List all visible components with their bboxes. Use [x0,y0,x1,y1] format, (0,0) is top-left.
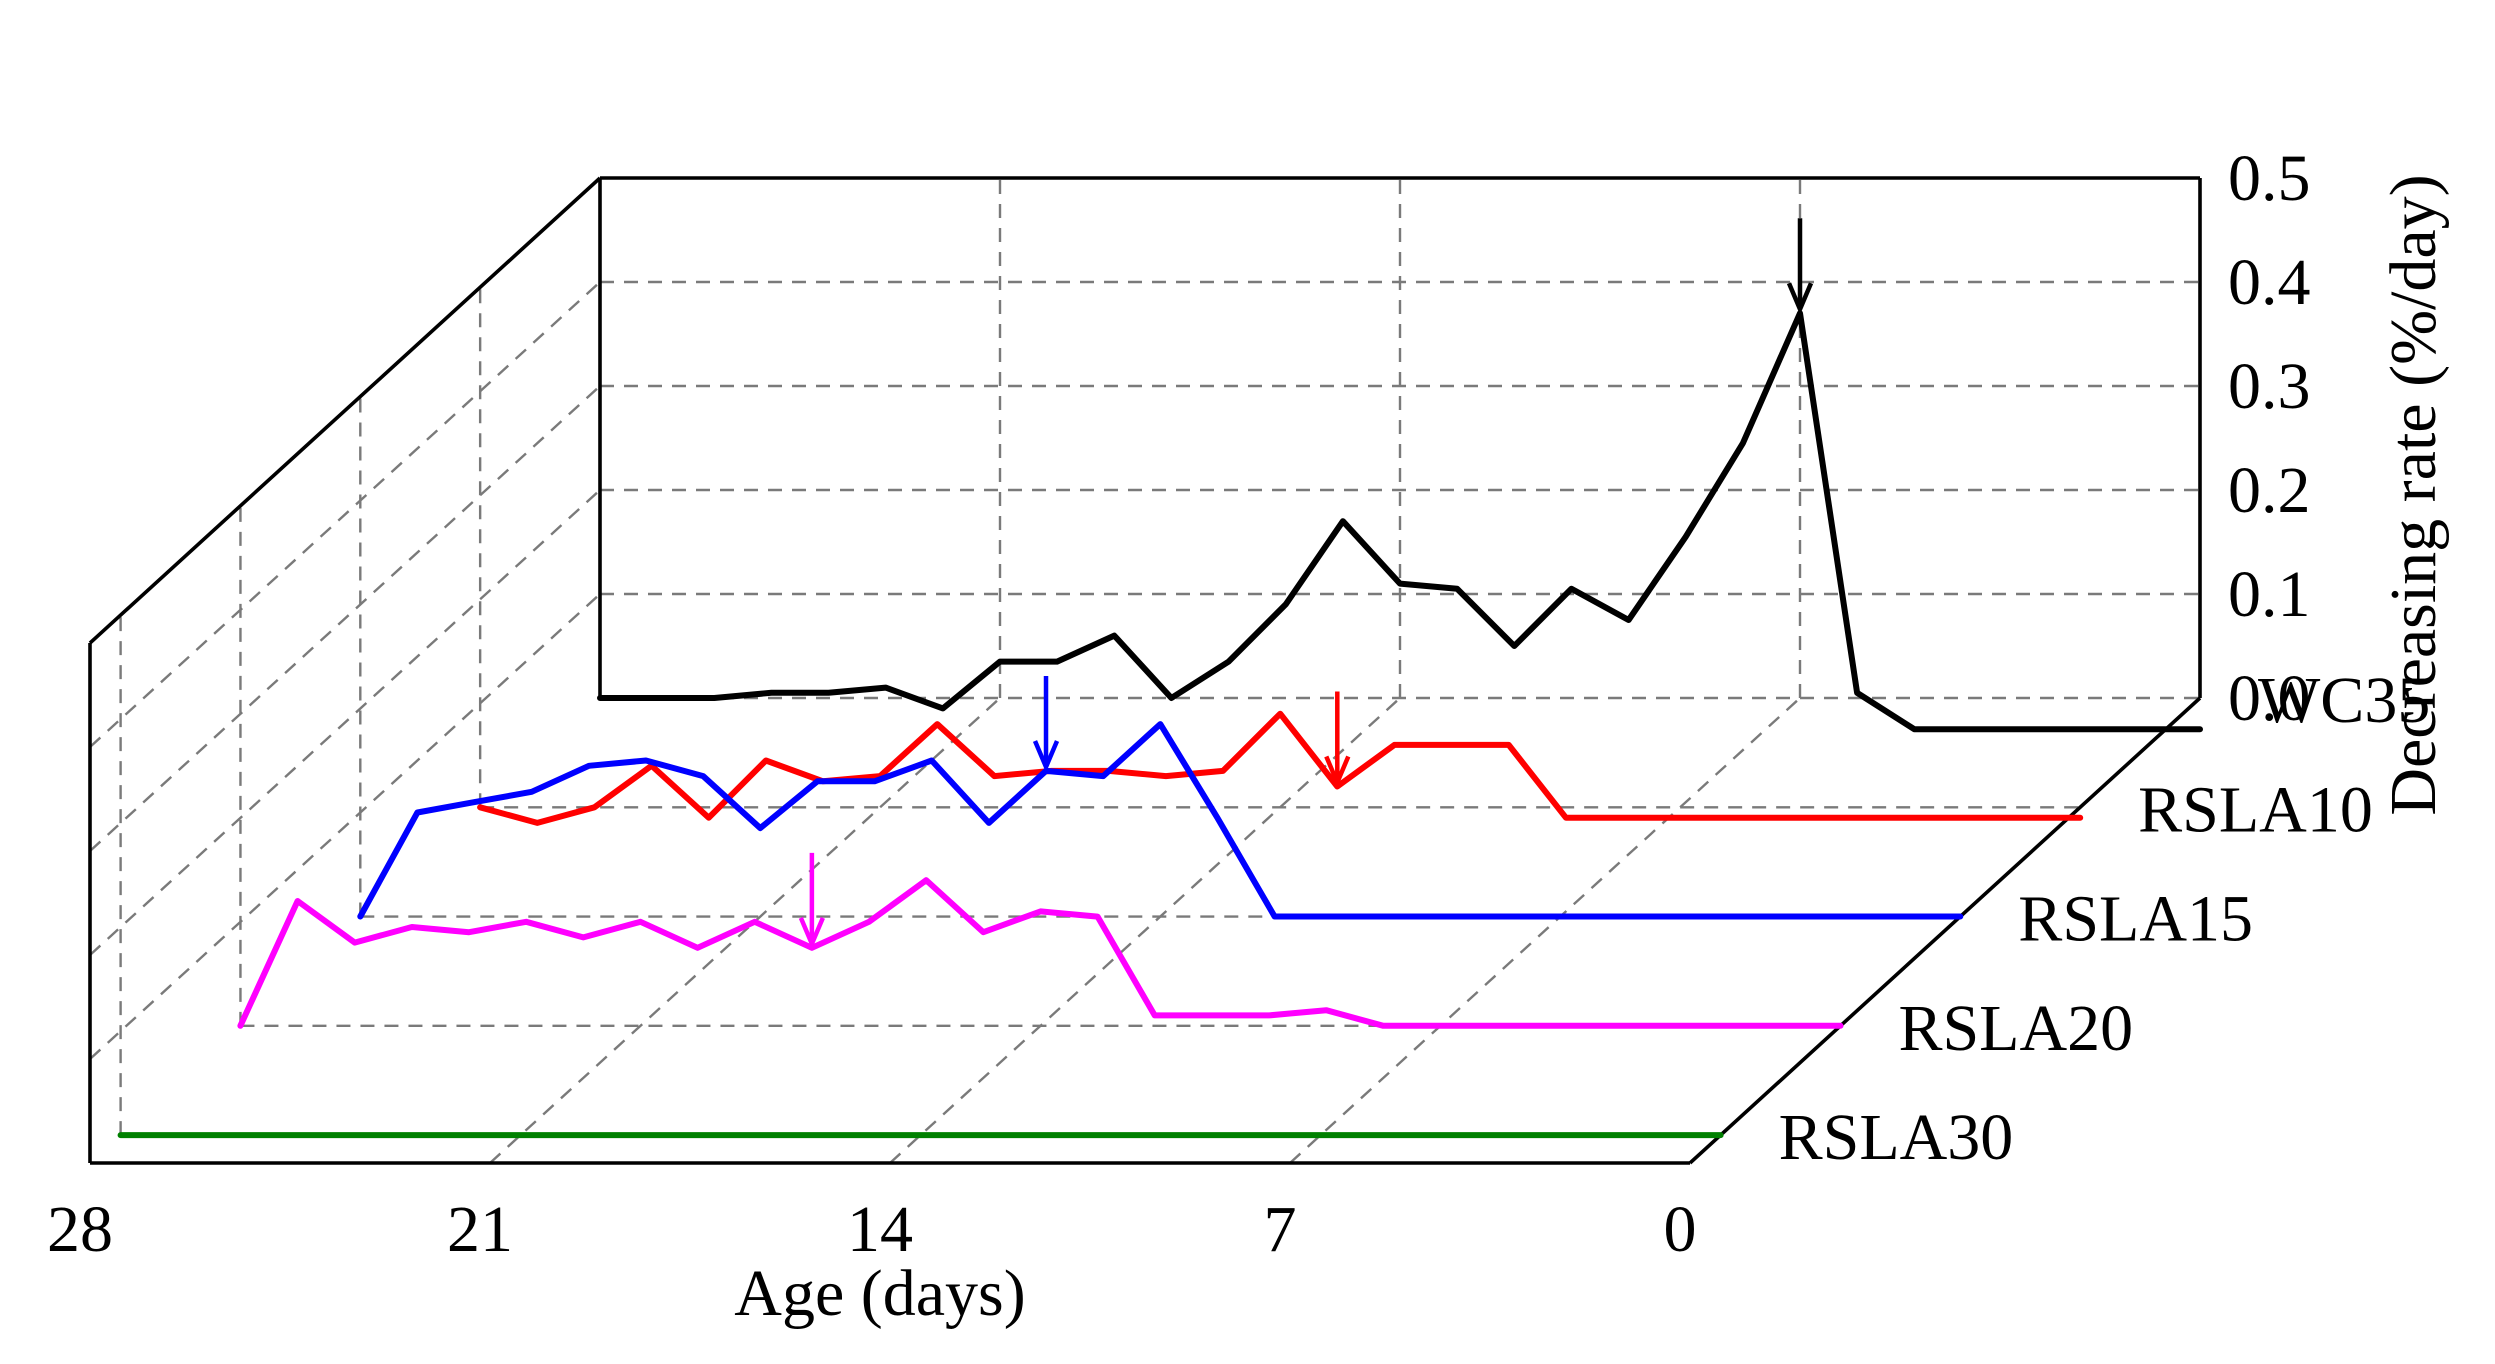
x-tick-label: 21 [447,1193,513,1266]
z-tick-label: 0.2 [2228,454,2311,527]
x-tick-label: 0 [1664,1193,1697,1266]
z-tick-label: 0.4 [2228,246,2311,319]
z-tick-label: 0.3 [2228,350,2311,423]
z-tick-label: 0.1 [2228,558,2311,631]
peak-arrow-head [1032,740,1060,773]
frame-edge [88,176,602,645]
z-tick-label: 0.0 [2228,662,2311,735]
series-label-rsla30: RSLA30 [1779,1101,2014,1174]
peak-arrow-head [1786,282,1814,315]
series-line-wc35 [597,310,2203,733]
side-wall-gridline [89,593,601,1060]
series-line-rsla20 [237,877,1844,1029]
frame-edge [1688,696,2202,1165]
side-wall-gridline [89,489,601,956]
x-tick-label: 7 [1264,1193,1297,1266]
chart-labels: Age (days) Decreasing rate (%/day) WC35 R… [47,142,2450,1330]
x-tick-label: 14 [847,1193,913,1266]
z-axis-title: Decreasing rate (%/day) [2377,174,2450,815]
x-tick-label: 28 [47,1193,113,1266]
side-wall-gridline [89,281,601,748]
chart-frame [88,176,2202,1165]
floor-gridline [889,697,1401,1164]
series-label-wc35: WC35 [2258,664,2430,737]
chart-series [117,218,2203,1139]
series-label-rsla10: RSLA10 [2138,773,2373,846]
peak-arrow-head [1324,755,1351,789]
series-label-rsla20: RSLA20 [1898,992,2133,1065]
peak-arrow-head [798,916,825,950]
side-wall-gridline [89,385,601,852]
series-line-rsla15 [357,721,1964,920]
floor-gridline [1289,697,1801,1164]
floor-gridline [489,697,1001,1164]
x-axis-title: Age (days) [734,1257,1025,1330]
z-tick-label: 0.5 [2228,142,2311,215]
series-line-rsla10 [477,710,2084,826]
series-label-rsla15: RSLA15 [2018,883,2253,956]
